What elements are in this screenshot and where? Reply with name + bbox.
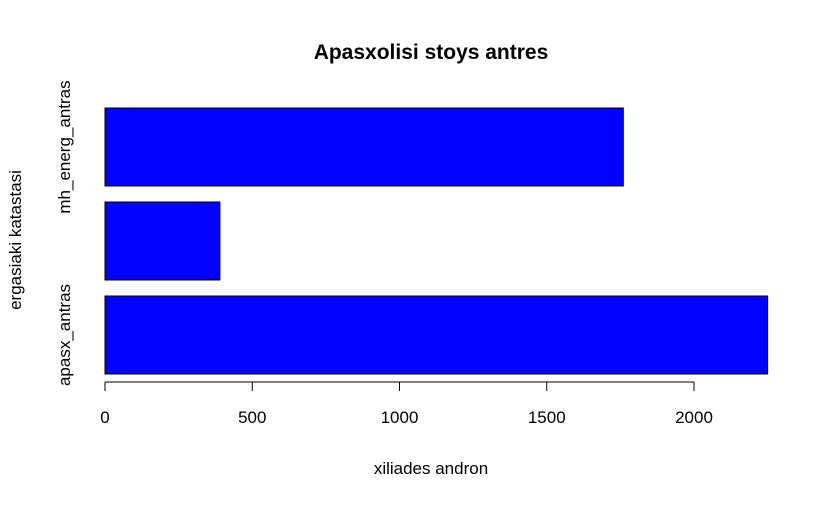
x-tick-label: 2000 (675, 408, 713, 427)
x-tick-label: 1000 (381, 408, 419, 427)
x-tick-label: 1500 (528, 408, 566, 427)
y-axis-title: ergasiaki katastasi (6, 170, 25, 310)
category-label: mh_energ_antras (55, 80, 74, 213)
bar (104, 201, 221, 281)
bar (104, 295, 769, 375)
x-axis: 0 500 1000 1500 2000 (100, 381, 713, 427)
category-labels-group: apasx_antras mh_energ_antras (55, 80, 74, 386)
bars-group (104, 107, 769, 375)
chart-title: Apasxolisi stoys antres (314, 41, 549, 64)
x-axis-title: xiliades andron (374, 459, 488, 478)
category-label: apasx_antras (55, 284, 74, 386)
bar (104, 107, 624, 187)
x-tick-label: 0 (100, 408, 109, 427)
x-tick-label: 500 (238, 408, 266, 427)
